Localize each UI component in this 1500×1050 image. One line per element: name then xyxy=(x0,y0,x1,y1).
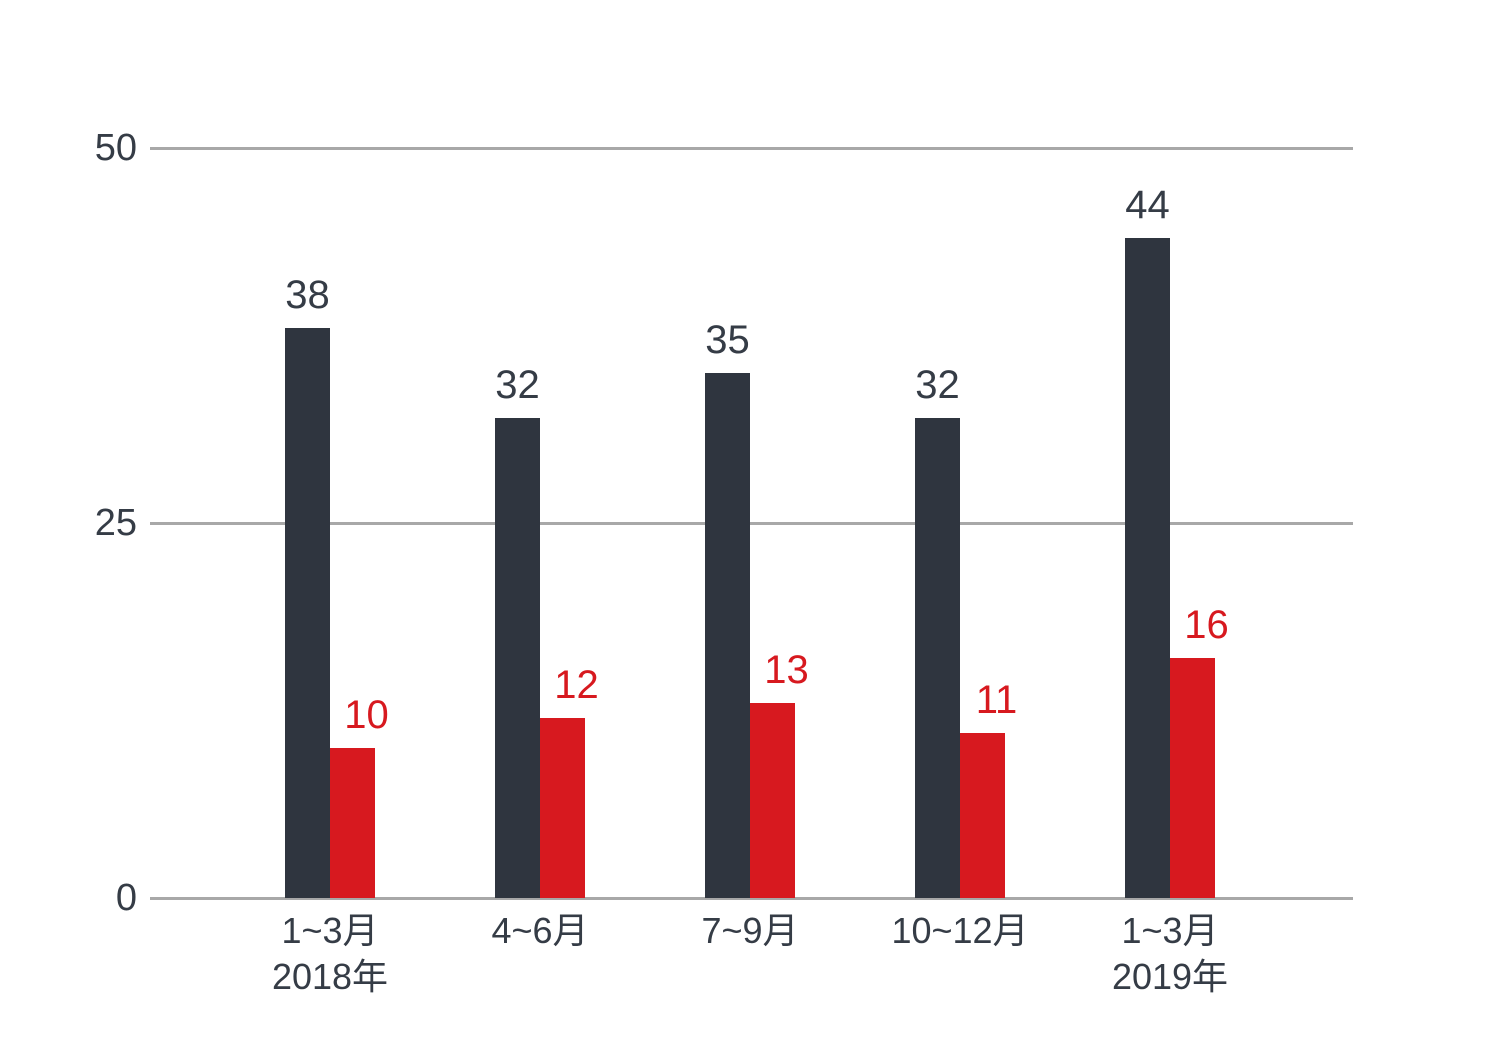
bar-dark-2 xyxy=(495,418,540,898)
value-label-red-2: 12 xyxy=(554,663,599,707)
value-label-red-3: 13 xyxy=(764,648,809,692)
bar-dark-3 xyxy=(705,373,750,898)
value-label-red-4: 11 xyxy=(975,678,1018,722)
x-category-year: 2018年 xyxy=(271,956,389,997)
x-category-quarter: 4~6月 xyxy=(491,910,589,951)
x-axis-line xyxy=(150,896,1353,900)
value-label-dark-1: 38 xyxy=(285,273,330,317)
bar-dark-5 xyxy=(1125,238,1170,898)
value-label-dark-2: 32 xyxy=(495,363,540,407)
x-category-quarter: 10~12月 xyxy=(891,910,1029,951)
value-label-red-5: 16 xyxy=(1184,603,1229,647)
bar-red-1 xyxy=(330,748,375,898)
value-label-dark-4: 32 xyxy=(915,363,960,407)
bar-dark-4 xyxy=(915,418,960,898)
y-tick-label-50: 50 xyxy=(94,126,137,169)
gridline-50 xyxy=(150,146,1353,150)
x-category-label-4: 10~12月 xyxy=(840,908,1080,954)
y-tick-label-25: 25 xyxy=(94,501,137,544)
bar-red-4 xyxy=(960,733,1005,898)
x-category-label-3: 7~9月 xyxy=(630,908,870,954)
x-category-quarter: 7~9月 xyxy=(701,910,799,951)
x-category-quarter: 1~3月 xyxy=(281,910,379,951)
bar-dark-1 xyxy=(285,328,330,898)
x-category-year: 2019年 xyxy=(1111,956,1229,997)
gridline-25 xyxy=(150,521,1353,525)
y-tick-label-0: 0 xyxy=(115,876,137,919)
value-label-dark-3: 35 xyxy=(705,318,750,362)
x-category-label-5: 1~3月 2019年 xyxy=(1050,908,1290,1000)
value-label-red-1: 10 xyxy=(344,693,389,737)
x-category-label-2: 4~6月 xyxy=(420,908,660,954)
x-category-quarter: 1~3月 xyxy=(1121,910,1219,951)
bar-red-3 xyxy=(750,703,795,898)
x-category-label-1: 1~3月 2018年 xyxy=(210,908,450,1000)
bar-red-2 xyxy=(540,718,585,898)
bar-red-5 xyxy=(1170,658,1215,898)
value-label-dark-5: 44 xyxy=(1125,183,1170,227)
